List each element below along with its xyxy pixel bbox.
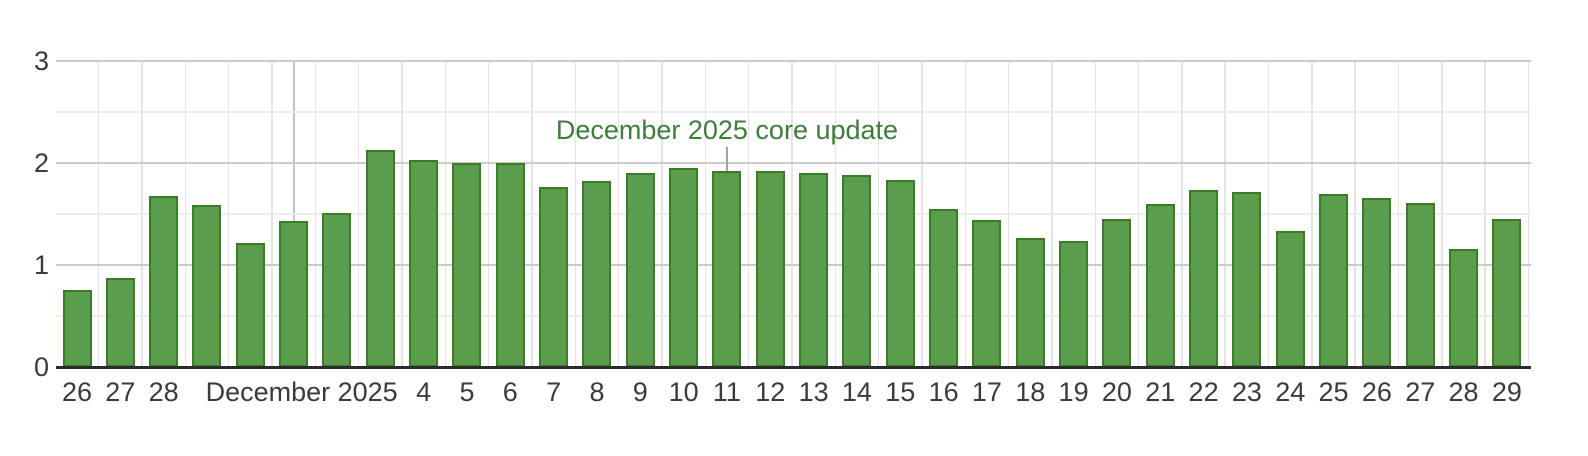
- y-axis-tick-label: 0: [33, 352, 49, 382]
- bar-dec-14[interactable]: [842, 175, 872, 367]
- bar-dec-3[interactable]: [365, 150, 395, 367]
- core-update-annotation-label: December 2025 core update: [555, 115, 899, 145]
- x-axis-tick-label: 27: [1405, 377, 1436, 407]
- bar-dec-12[interactable]: [755, 171, 785, 367]
- y-axis-tick-label: 1: [33, 250, 49, 280]
- annotation-pointer-line: [725, 147, 728, 171]
- bar-dec-28[interactable]: [1449, 249, 1479, 367]
- x-axis-tick-label: 11: [712, 377, 741, 407]
- x-axis-tick-label: 10: [668, 377, 699, 407]
- bar-dec-26[interactable]: [1362, 198, 1392, 367]
- x-axis-tick-label: 26: [61, 377, 93, 407]
- x-axis-tick-label: 27: [105, 377, 136, 407]
- bar-dec-1[interactable]: [279, 221, 309, 367]
- bar-dec-21[interactable]: [1145, 204, 1175, 367]
- bar-dec-25[interactable]: [1319, 194, 1349, 367]
- x-axis-tick-label: 24: [1275, 377, 1306, 407]
- x-axis-line: [56, 365, 1531, 369]
- bar-dec-22[interactable]: [1189, 190, 1219, 367]
- x-axis-tick-label: 19: [1058, 377, 1089, 407]
- bar-dec-11[interactable]: [712, 171, 742, 367]
- y-axis-tick-label: 3: [33, 46, 49, 76]
- x-axis-tick-label: 17: [971, 377, 1002, 407]
- bar-dec-15[interactable]: [885, 180, 915, 367]
- x-axis-tick-label: 29: [1491, 377, 1522, 407]
- x-axis-tick-label: 4: [416, 377, 432, 407]
- bar-dec-8[interactable]: [582, 181, 612, 367]
- y-axis-tick-label: 2: [33, 148, 49, 178]
- bar-dec-6[interactable]: [495, 163, 525, 367]
- x-axis-tick-label: 25: [1318, 377, 1349, 407]
- x-axis-tick-label: 6: [502, 377, 518, 407]
- x-axis-tick-label: 26: [1361, 377, 1392, 407]
- bar-nov-28[interactable]: [149, 196, 179, 367]
- bar-dec-27[interactable]: [1405, 203, 1435, 367]
- x-axis-tick-label: 7: [546, 377, 562, 407]
- x-axis-tick-label: 15: [885, 377, 916, 407]
- x-axis-tick-label: 9: [632, 377, 648, 407]
- bar-dec-5[interactable]: [452, 163, 482, 367]
- x-axis-tick-label: 16: [928, 377, 959, 407]
- bar-dec-20[interactable]: [1102, 219, 1132, 367]
- bar-dec-23[interactable]: [1232, 192, 1262, 367]
- bar-dec-10[interactable]: [669, 168, 699, 367]
- bar-dec-18[interactable]: [1015, 238, 1045, 367]
- bar-dec-16[interactable]: [929, 209, 959, 367]
- bar-dec-9[interactable]: [625, 173, 655, 367]
- bar-dec-2[interactable]: [322, 213, 352, 367]
- x-axis-tick-label: 20: [1101, 377, 1132, 407]
- bar-dec-4[interactable]: [409, 160, 439, 367]
- x-axis-tick-label: 23: [1231, 377, 1262, 407]
- x-axis-tick-label: 8: [589, 377, 605, 407]
- x-axis-tick-label: 14: [841, 377, 872, 407]
- bar-dec-19[interactable]: [1059, 241, 1089, 367]
- x-axis-month-label: December 2025: [205, 377, 398, 407]
- x-axis-tick-label: 5: [459, 377, 475, 407]
- x-axis-tick-label: 13: [798, 377, 829, 407]
- bar-dec-29[interactable]: [1492, 219, 1522, 367]
- x-axis-tick-label: 21: [1145, 377, 1176, 407]
- x-axis-tick-label: 28: [1448, 377, 1479, 407]
- bar-dec-7[interactable]: [539, 187, 569, 367]
- bar-dec-13[interactable]: [799, 173, 829, 367]
- bar-nov-30[interactable]: [235, 243, 265, 367]
- x-axis-tick-label: 12: [755, 377, 786, 407]
- x-axis-tick-label: 22: [1188, 377, 1219, 407]
- x-axis-tick-label: 18: [1015, 377, 1046, 407]
- bar-dec-24[interactable]: [1275, 231, 1305, 367]
- bar-dec-17[interactable]: [972, 220, 1002, 367]
- x-axis-tick-label: 28: [148, 377, 179, 407]
